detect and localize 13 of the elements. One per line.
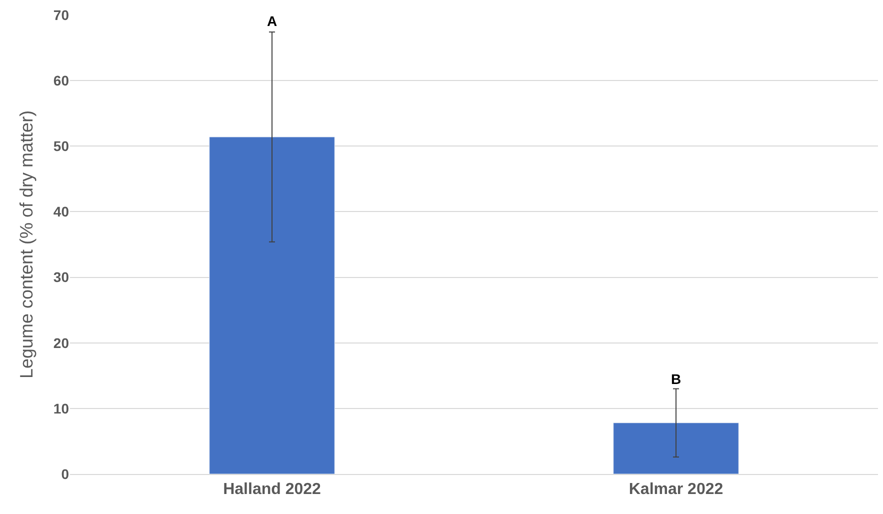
y-tick-label: 70 (53, 6, 70, 23)
annotation: A (267, 13, 278, 29)
x-tick-label: Kalmar 2022 (628, 481, 724, 498)
x-tick-label: Halland 2022 (223, 481, 322, 498)
annotation: B (671, 371, 682, 387)
y-tick-label: 30 (53, 269, 70, 286)
y-tick-label: 60 (53, 72, 70, 88)
y-axis-title: Legume content (% of dry matter) (16, 110, 37, 379)
y-tick-label: 0 (61, 466, 70, 482)
y-tick-label: 50 (53, 138, 70, 154)
y-tick-label: 10 (53, 400, 70, 416)
y-tick-label: 20 (53, 334, 70, 351)
y-tick-label: 40 (53, 204, 70, 220)
